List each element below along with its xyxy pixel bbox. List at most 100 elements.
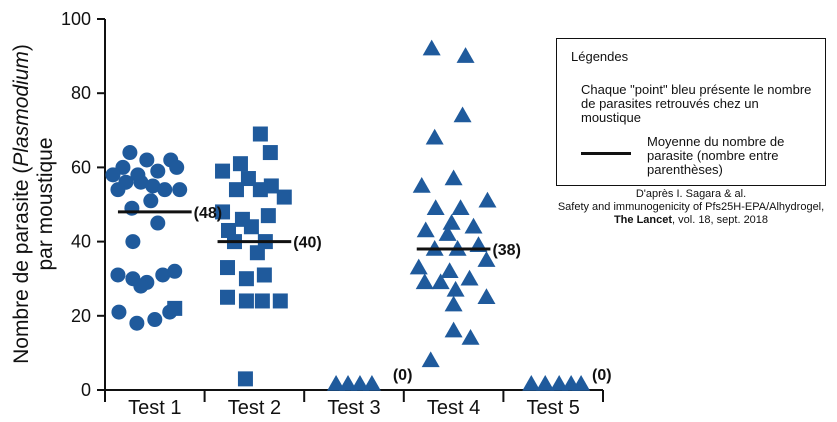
legend-mean-line-swatch [581,152,631,155]
data-point [157,182,173,198]
data-point [415,273,434,290]
data-point [451,199,470,215]
data-point [167,300,183,316]
data-point [215,163,231,179]
data-point [422,39,441,56]
y-tick-label: 100 [61,9,91,29]
data-point [110,182,126,198]
data-point [133,278,149,294]
data-point [446,280,465,297]
source-citation: D'après I. Sagara & al. Safety and immun… [556,188,826,227]
source-line-3: The Lancet, vol. 18, sept. 2018 [556,214,826,227]
data-point [252,126,268,142]
data-point [262,145,278,161]
data-point [169,159,185,175]
data-point [124,200,140,216]
mean-label: (0) [592,367,612,384]
x-tick-label: Test 1 [128,397,181,419]
y-tick-label: 80 [71,83,91,103]
data-point [240,171,256,187]
data-point [232,156,248,172]
data-point [145,178,161,194]
data-point [461,329,480,345]
data-point [425,128,444,145]
data-point [536,375,555,391]
data-marks [105,39,591,391]
data-point [438,225,457,241]
y-tick-label: 60 [71,157,91,177]
data-point [440,262,459,279]
data-point [477,251,496,267]
data-point [237,371,253,387]
data-point [228,182,244,198]
data-point [444,169,463,186]
mean-label: (38) [492,242,520,259]
data-point [464,217,483,234]
data-point [550,375,569,391]
x-tick-label: Test 5 [527,397,580,419]
data-point [147,312,163,328]
data-point [409,258,428,275]
legend-point-text: Chaque "point" bleu présente le nombre d… [581,82,812,125]
y-axis-label: Nombre de parasite (Plasmodium) [10,44,33,364]
data-point [111,304,127,320]
source-line-1: D'après I. Sagara & al. [635,188,747,200]
data-point [252,182,268,198]
data-point [133,174,149,190]
data-point [276,189,292,205]
legend: Légendes Chaque "point" bleu présente le… [556,38,826,186]
data-point [238,293,254,309]
data-point [172,182,188,198]
data-point [477,288,496,304]
data-point [416,221,435,238]
data-point [143,193,159,209]
data-point [460,269,479,286]
data-point [256,267,272,283]
data-point [421,351,440,368]
data-point [220,289,236,305]
data-point [150,163,166,179]
data-point [426,199,445,215]
y-tick-label: 40 [71,232,91,252]
data-point [110,267,126,283]
axes: 0 20 40 60 80 100 Test 1 Test 2 Test 3 Test 4 Test… [61,9,604,419]
source-volume: , vol. 18, sept. 2018 [672,214,769,226]
data-point [215,204,231,220]
data-point [125,234,141,250]
data-point [456,47,475,63]
data-point [220,260,236,276]
mean-lines: (48) (40) (0) (38) (0) [117,205,612,384]
source-line-2: Safety and immunogenicity of Pfs25H-EPA/… [557,201,825,213]
data-point [442,214,461,230]
x-tick-label: Test 2 [228,397,281,419]
data-point [139,152,155,168]
data-point [243,219,259,235]
legend-mean-text: Moyenne du nombre de parasite (nombre en… [647,134,785,177]
x-tick-label: Test 3 [327,397,380,419]
data-point [272,293,288,309]
data-point [350,375,369,391]
data-point [444,295,463,312]
mean-label: (40) [293,235,321,252]
data-point [444,321,463,338]
legend-title: Légendes [571,49,629,64]
data-point [327,375,346,391]
data-point [453,106,472,123]
mean-label: (0) [393,367,413,384]
y-tick-label: 20 [71,306,91,326]
data-point [362,375,381,391]
y-axis-label-line2: par moustique [34,137,57,270]
data-point [167,263,183,279]
data-point [522,375,541,391]
source-journal: The Lancet [613,214,673,226]
data-point [431,273,450,290]
data-point [254,293,270,309]
data-point [339,375,358,391]
data-point [260,208,276,224]
data-point [412,176,431,193]
y-tick-label: 0 [81,380,91,400]
data-point [238,271,254,287]
data-point [129,315,145,331]
data-point [155,267,171,283]
